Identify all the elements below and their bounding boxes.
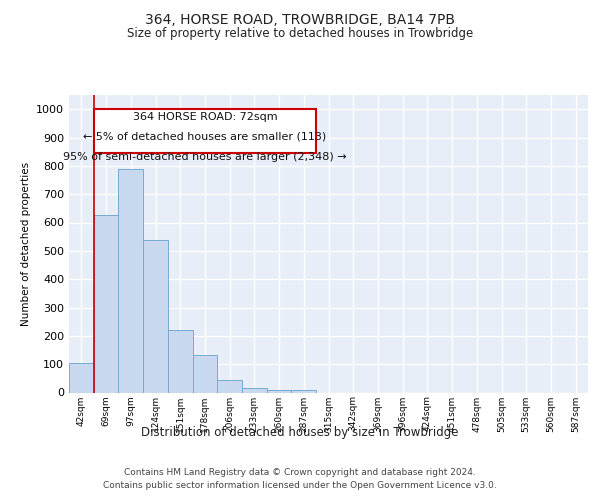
Bar xyxy=(217,380,242,392)
Bar xyxy=(94,216,118,392)
Text: Contains HM Land Registry data © Crown copyright and database right 2024.: Contains HM Land Registry data © Crown c… xyxy=(124,468,476,477)
Text: Contains public sector information licensed under the Open Government Licence v3: Contains public sector information licen… xyxy=(103,480,497,490)
Text: 95% of semi-detached houses are larger (2,348) →: 95% of semi-detached houses are larger (… xyxy=(63,152,347,162)
Text: Distribution of detached houses by size in Trowbridge: Distribution of detached houses by size … xyxy=(141,426,459,439)
Bar xyxy=(69,364,94,392)
Y-axis label: Number of detached properties: Number of detached properties xyxy=(20,162,31,326)
Text: 364 HORSE ROAD: 72sqm: 364 HORSE ROAD: 72sqm xyxy=(133,112,277,122)
Bar xyxy=(118,168,143,392)
Bar xyxy=(292,390,316,392)
Text: Size of property relative to detached houses in Trowbridge: Size of property relative to detached ho… xyxy=(127,28,473,40)
Text: 364, HORSE ROAD, TROWBRIDGE, BA14 7PB: 364, HORSE ROAD, TROWBRIDGE, BA14 7PB xyxy=(145,12,455,26)
Bar xyxy=(143,240,168,392)
Bar xyxy=(193,355,217,393)
Bar xyxy=(242,388,267,392)
Text: ← 5% of detached houses are smaller (113): ← 5% of detached houses are smaller (113… xyxy=(83,132,326,141)
Bar xyxy=(267,390,292,392)
Bar xyxy=(168,330,193,392)
FancyBboxPatch shape xyxy=(94,109,316,153)
